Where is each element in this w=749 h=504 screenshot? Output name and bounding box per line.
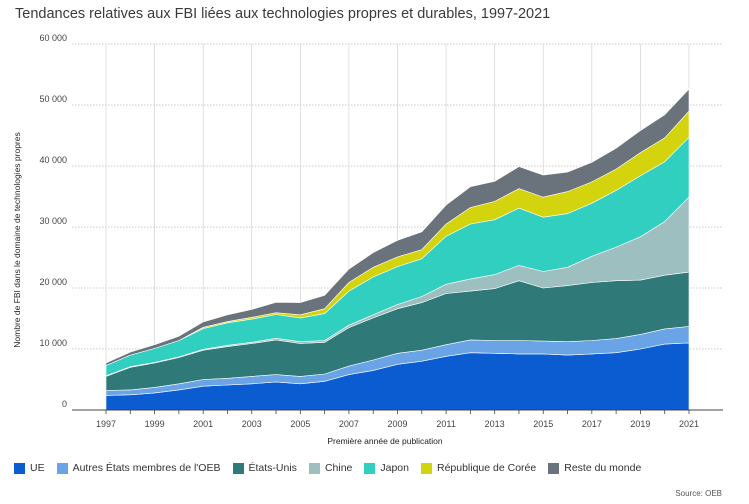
legend-swatch xyxy=(420,462,432,474)
legend-label: Chine xyxy=(324,462,353,474)
legend-item: États-Unis xyxy=(232,462,297,474)
legend-item: UE xyxy=(14,462,45,474)
legend-item: Reste du monde xyxy=(548,462,641,474)
x-tick-label: 2007 xyxy=(339,419,359,429)
legend-swatch xyxy=(56,462,68,474)
y-tick-label: 50 000 xyxy=(39,94,67,104)
x-tick-label: 1999 xyxy=(145,419,165,429)
x-tick-label: 2003 xyxy=(242,419,262,429)
legend-label: États-Unis xyxy=(248,462,297,474)
legend-label: Reste du monde xyxy=(564,462,642,474)
legend-label: Autres États membres de l'OEB xyxy=(72,462,221,474)
legend-label: République de Corée xyxy=(436,462,537,474)
chart-title: Tendances relatives aux FBI liées aux te… xyxy=(15,6,551,22)
legend-label: UE xyxy=(30,462,45,474)
y-tick-label: 30 000 xyxy=(39,216,67,226)
legend-swatch xyxy=(548,462,560,474)
legend-item: Autres États membres de l'OEB xyxy=(56,462,221,474)
x-tick-label: 2017 xyxy=(582,419,602,429)
legend-swatch xyxy=(232,462,244,474)
x-tick-label: 2009 xyxy=(387,419,407,429)
y-tick-label: 20 000 xyxy=(39,277,67,287)
legend: UE Autres États membres de l'OEB États-Uni… xyxy=(14,462,653,474)
y-tick-label: 10 000 xyxy=(39,338,67,348)
y-tick-label: 0 xyxy=(62,399,67,409)
x-axis-title: Première année de publication xyxy=(327,436,443,446)
x-tick-label: 2001 xyxy=(193,419,213,429)
legend-swatch xyxy=(308,462,320,474)
legend-swatch xyxy=(14,462,25,474)
y-axis-title: Nombre de FBI dans le domaine de technol… xyxy=(12,132,22,347)
x-tick-label: 2021 xyxy=(679,419,699,429)
y-tick-label: 40 000 xyxy=(39,155,67,165)
axes: 0 10 000 20 000 30 000 40 000 50 000 60 000 199… xyxy=(39,33,723,429)
x-tick-label: 2013 xyxy=(485,419,505,429)
x-tick-label: 2015 xyxy=(533,419,553,429)
area-series xyxy=(105,88,690,411)
legend-label: Japon xyxy=(380,462,409,474)
x-tick-label: 2005 xyxy=(290,419,310,429)
x-tick-label: 2011 xyxy=(436,419,455,429)
legend-swatch xyxy=(364,462,376,474)
source-note: Source: OEB xyxy=(675,489,722,498)
legend-item: Japon xyxy=(364,462,409,474)
y-tick-label: 60 000 xyxy=(39,33,67,43)
x-tick-label: 1997 xyxy=(96,419,116,429)
legend-item: Chine xyxy=(308,462,353,474)
area-series-6 xyxy=(105,88,690,366)
x-tick-label: 2019 xyxy=(630,419,650,429)
legend-item: République de Corée xyxy=(420,462,537,474)
